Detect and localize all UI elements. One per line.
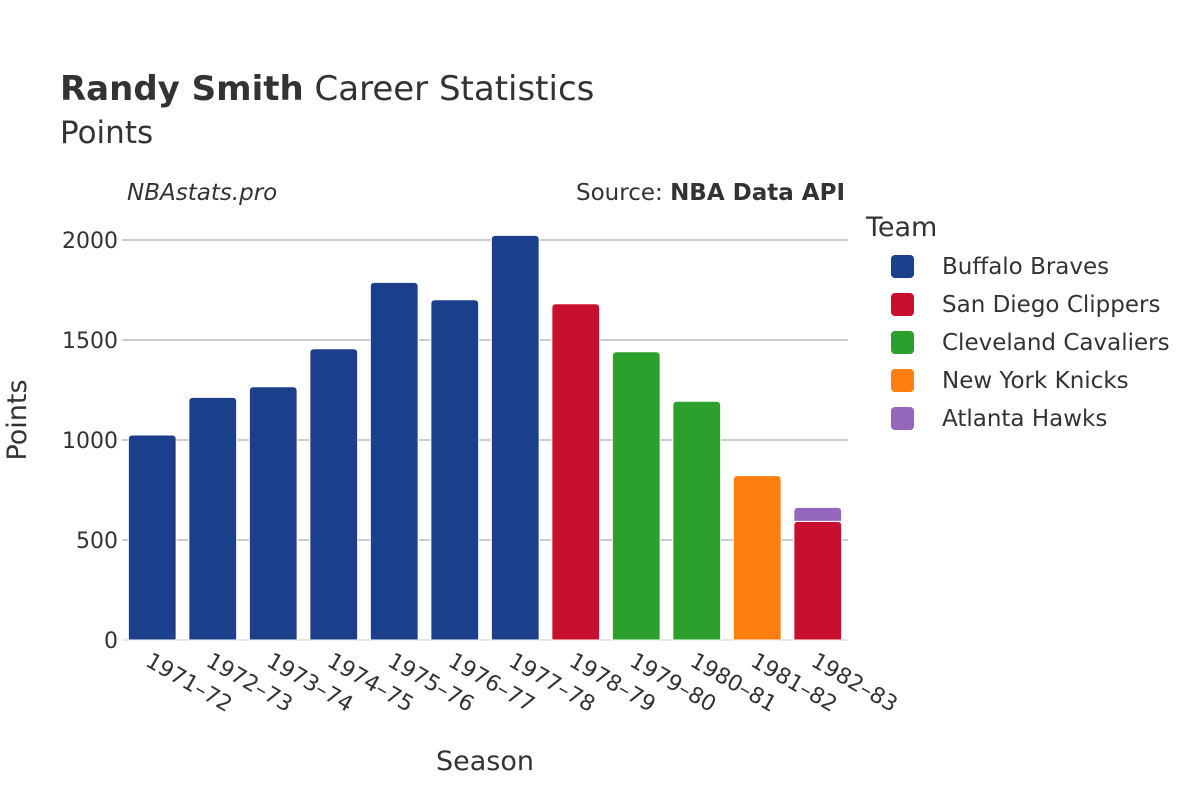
legend-swatch: [891, 255, 914, 278]
bar-san-diego-clippers: [793, 520, 843, 641]
legend: Buffalo Braves San Diego Clippers Clevelan…: [891, 254, 1170, 432]
legend-title: Team: [865, 212, 937, 243]
y-axis-ticks: 0 500 1000 1500 2000: [62, 229, 118, 654]
gridlines: [122, 239, 848, 641]
y-axis-title: Points: [2, 379, 33, 460]
bar-buffalo-braves: [248, 386, 298, 641]
legend-swatch: [891, 369, 914, 392]
y-tick-label: 0: [104, 629, 118, 654]
source-prefix: Source:: [576, 180, 663, 206]
legend-swatch: [891, 331, 914, 354]
x-axis-ticks: 1971–721972–731973–741974–751975–761976–…: [141, 649, 901, 718]
bar-buffalo-braves: [127, 434, 177, 641]
brand-label: NBAstats.pro: [127, 180, 277, 206]
bar-san-diego-clippers: [551, 303, 601, 641]
bar-atlanta-hawks: [793, 506, 843, 522]
bar-new-york-knicks: [732, 475, 782, 641]
legend-item-label: Cleveland Cavaliers: [942, 330, 1170, 356]
y-tick-label: 2000: [62, 229, 118, 254]
legend-item-label: New York Knicks: [942, 368, 1129, 394]
y-tick-label: 1000: [62, 429, 118, 454]
chart-title-rest: Career Statistics: [315, 69, 595, 109]
bar-buffalo-braves: [430, 299, 480, 641]
bar-buffalo-braves: [369, 281, 419, 641]
chart-subtitle: Points: [60, 115, 153, 151]
legend-item-label: Atlanta Hawks: [942, 406, 1107, 432]
legend-item-label: Buffalo Braves: [942, 254, 1109, 280]
x-axis-title: Season: [436, 746, 534, 777]
bar-buffalo-braves: [188, 396, 238, 641]
legend-swatch: [891, 407, 914, 430]
bar-buffalo-braves: [490, 234, 540, 641]
source-value: NBA Data API: [670, 180, 845, 206]
source-label: Source: NBA Data API: [576, 180, 845, 206]
bars: [127, 234, 843, 641]
bar-buffalo-braves: [309, 348, 359, 641]
chart-title-player: Randy Smith: [60, 69, 304, 109]
y-tick-label: 1500: [62, 329, 118, 354]
bar-cleveland-cavaliers: [611, 351, 661, 641]
y-tick-label: 500: [76, 529, 118, 554]
bar-cleveland-cavaliers: [672, 400, 722, 641]
legend-item-label: San Diego Clippers: [942, 292, 1160, 318]
chart-title: Randy Smith Career Statistics: [60, 69, 594, 109]
legend-swatch: [891, 293, 914, 316]
